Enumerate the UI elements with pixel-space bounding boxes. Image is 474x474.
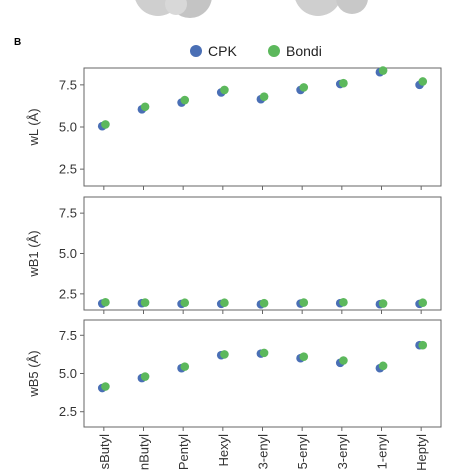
- panel-1: 7.5 5.0 2.5 wB1 (Å): [26, 196, 442, 314]
- point-bondi-3: [220, 85, 229, 95]
- plot-frame: [83, 319, 442, 428]
- point-bondi-7: [378, 361, 388, 371]
- legend: CPK Bondi: [190, 43, 322, 59]
- x-category-label: 3-enyl: [256, 434, 271, 470]
- point-bondi-3: [220, 350, 229, 359]
- point-bondi-5: [299, 352, 309, 361]
- x-category-label: 5-enyl: [295, 434, 310, 470]
- molecule-image-right: [295, 0, 368, 16]
- legend-marker-bondi: [268, 45, 280, 57]
- point-bondi-1: [140, 298, 150, 307]
- legend-label-cpk: CPK: [208, 43, 237, 59]
- point-bondi-4: [259, 92, 269, 101]
- category-labels: sButyl nButyl Pentyl Hexyl 3-enyl 5-enyl 3-eny…: [97, 434, 429, 471]
- point-bondi-0: [101, 120, 110, 129]
- point-bondi-6: [339, 297, 348, 307]
- y-tick-label: 2.5: [59, 404, 77, 419]
- y-tick-label: 2.5: [59, 286, 77, 301]
- plot-frame: [83, 67, 442, 187]
- y-axis-label: wB5 (Å): [26, 350, 41, 397]
- x-category-label: 3-enyl: [335, 434, 350, 470]
- y-tick-label: 5.0: [59, 120, 77, 135]
- point-bondi-4: [259, 298, 269, 308]
- molecule-image-left: [135, 0, 212, 18]
- point-bondi-0: [101, 297, 110, 307]
- point-bondi-7: [378, 66, 388, 75]
- panel-2: 7.5 5.0 2.5 wB5 (Å): [26, 319, 442, 431]
- point-bondi-8: [418, 340, 428, 350]
- x-category-label: Pentyl: [176, 434, 191, 470]
- point-bondi-3: [220, 298, 229, 308]
- y-axis-label: wL (Å): [26, 108, 41, 146]
- x-category-label: Hexyl: [216, 434, 231, 467]
- y-tick-label: 5.0: [59, 246, 77, 261]
- y-tick-label: 7.5: [59, 77, 77, 92]
- point-bondi-8: [418, 77, 428, 86]
- y-tick-label: 2.5: [59, 162, 77, 177]
- panel-letter: B: [14, 37, 21, 48]
- point-bondi-6: [339, 356, 348, 365]
- point-bondi-5: [299, 83, 309, 92]
- point-bondi-6: [339, 78, 348, 88]
- x-category-label: 1-enyl: [375, 434, 390, 470]
- point-bondi-7: [378, 299, 388, 308]
- y-tick-label: 7.5: [59, 206, 77, 221]
- x-category-label: sButyl: [97, 434, 112, 470]
- point-bondi-1: [140, 102, 150, 112]
- point-bondi-5: [299, 298, 309, 307]
- point-bondi-4: [259, 348, 269, 358]
- panel-0: 7.5 5.0 2.5 wL (Å): [26, 66, 442, 190]
- y-tick-label: 7.5: [59, 328, 77, 343]
- plot-frame: [83, 196, 442, 311]
- x-category-label: nButyl: [137, 434, 152, 470]
- point-bondi-2: [180, 362, 190, 371]
- y-tick-label: 5.0: [59, 366, 77, 381]
- point-bondi-2: [180, 95, 190, 105]
- x-category-label: Heptyl: [414, 434, 429, 471]
- point-bondi-2: [180, 298, 190, 308]
- point-bondi-0: [101, 382, 110, 391]
- legend-label-bondi: Bondi: [286, 43, 322, 59]
- point-bondi-8: [418, 298, 428, 308]
- point-bondi-1: [140, 372, 150, 381]
- legend-marker-cpk: [190, 45, 202, 57]
- plot-panels: 7.5 5.0 2.5 wL (Å) 7.5 5.0 2.5 wB1 (Å) 7.5 5.0 2.5…: [26, 66, 442, 471]
- y-axis-label: wB1 (Å): [26, 230, 41, 277]
